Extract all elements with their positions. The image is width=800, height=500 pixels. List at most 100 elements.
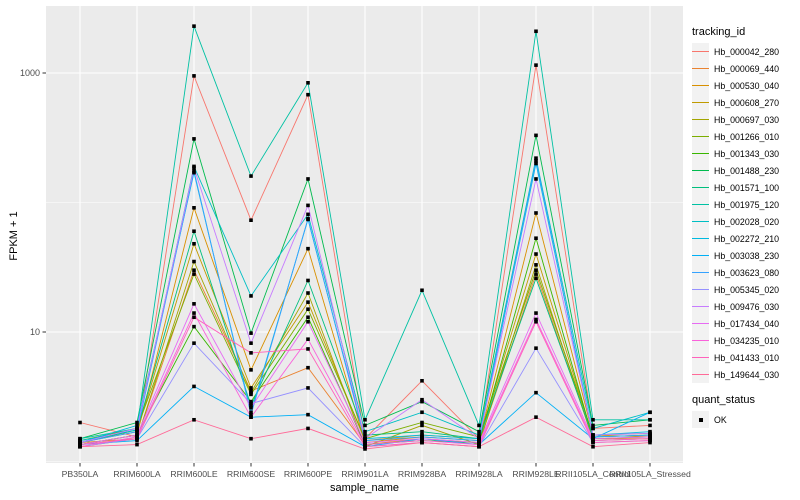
data-point xyxy=(249,218,253,222)
data-point xyxy=(306,92,310,97)
data-point xyxy=(363,433,367,437)
x-tick-label: RRIM600SE xyxy=(227,469,275,479)
data-point xyxy=(192,229,196,234)
legend-line-icon xyxy=(692,101,709,104)
legend-key-swatch xyxy=(692,349,709,366)
x-tick-label: PB350LA xyxy=(62,469,99,479)
data-point xyxy=(534,161,538,166)
data-point xyxy=(363,417,367,422)
data-point xyxy=(420,436,424,441)
data-point xyxy=(135,436,139,441)
legend-item: Hb_009476_030 xyxy=(692,298,779,315)
data-point xyxy=(420,397,424,402)
data-point xyxy=(534,415,538,419)
data-point xyxy=(534,63,538,67)
x-tick-label: RRIM600LA xyxy=(113,469,161,479)
data-point xyxy=(306,203,310,208)
y-tick-label: 1000 xyxy=(20,68,40,78)
legend-line-icon xyxy=(692,237,709,240)
data-point xyxy=(192,384,196,389)
data-point xyxy=(363,447,367,451)
quant-legend-item: OK xyxy=(692,411,779,428)
data-point xyxy=(192,24,196,28)
legend-item-label: Hb_001266_010 xyxy=(714,131,780,142)
data-point xyxy=(420,288,424,293)
data-point xyxy=(135,426,139,431)
data-point xyxy=(477,429,481,434)
legend-line-icon xyxy=(692,305,709,308)
data-point xyxy=(420,399,424,404)
data-point xyxy=(306,216,310,221)
data-point xyxy=(477,438,481,443)
x-tick-label: RRIM928LA xyxy=(455,469,503,479)
data-point xyxy=(306,177,310,181)
data-point xyxy=(534,236,538,241)
legend-line-icon xyxy=(692,169,709,172)
data-point xyxy=(591,440,595,445)
legend-key-swatch xyxy=(692,145,709,162)
data-point xyxy=(420,438,424,443)
data-point xyxy=(306,426,310,431)
legend-line-icon xyxy=(692,203,709,206)
data-point xyxy=(78,438,82,443)
x-tick-label: RRII105LA_Control xyxy=(555,469,630,479)
data-point xyxy=(249,331,253,335)
legend-item: Hb_034235_010 xyxy=(692,332,779,349)
legend-item-label: Hb_003038_230 xyxy=(714,250,780,261)
legend-line-icon xyxy=(692,135,709,138)
x-tick-label: RRIM928LE xyxy=(512,469,560,479)
data-point xyxy=(192,272,196,276)
legend-item: Hb_005345_020 xyxy=(692,281,779,298)
data-point xyxy=(78,436,82,441)
data-point xyxy=(534,268,538,273)
data-point xyxy=(591,436,595,441)
legend-title: tracking_id xyxy=(692,26,746,38)
legend-line-icon xyxy=(692,356,709,359)
x-tick-label: RRII105LA_Stressed xyxy=(609,469,691,479)
data-point xyxy=(135,423,139,428)
data-point xyxy=(420,410,424,415)
legend-items: Hb_000042_280 Hb_000069_440 Hb_000530_040 H… xyxy=(692,43,779,383)
legend-item: Hb_017434_040 xyxy=(692,315,779,332)
data-point xyxy=(135,438,139,443)
y-axis-title: FPKM + 1 xyxy=(8,211,20,261)
legend-line-icon xyxy=(692,186,709,189)
point-icon xyxy=(698,417,703,422)
legend-item: Hb_001343_030 xyxy=(692,145,779,162)
data-point xyxy=(192,315,196,320)
data-point xyxy=(534,317,538,322)
data-point xyxy=(306,300,310,304)
data-point xyxy=(477,433,481,437)
legend-line-icon xyxy=(692,254,709,257)
data-point xyxy=(135,435,139,439)
legend-line-icon xyxy=(692,152,709,155)
legend-item: Hb_001266_010 xyxy=(692,128,779,145)
legend-line-icon xyxy=(692,339,709,342)
data-point xyxy=(648,436,652,441)
data-point xyxy=(534,311,538,315)
x-tick-label: RRIM600PE xyxy=(284,469,332,479)
data-point xyxy=(249,386,253,390)
data-point xyxy=(534,156,538,160)
legend-item: Hb_001975_120 xyxy=(692,196,779,213)
legend-key-swatch xyxy=(692,77,709,94)
legend-item-label: Hb_002272_210 xyxy=(714,233,780,244)
data-point xyxy=(306,212,310,217)
data-point xyxy=(192,302,196,306)
legend-item-label: Hb_000608_270 xyxy=(714,97,780,108)
data-point xyxy=(477,444,481,449)
data-point xyxy=(534,133,538,138)
data-point xyxy=(192,241,196,246)
legend-line-icon xyxy=(692,373,709,376)
data-point xyxy=(249,341,253,345)
legend-item-label: Hb_003623_080 xyxy=(714,267,780,278)
data-point xyxy=(192,324,196,329)
legend-key-swatch xyxy=(692,179,709,196)
data-point xyxy=(363,440,367,445)
legend-item-label: Hb_001343_030 xyxy=(714,148,780,159)
data-point xyxy=(363,444,367,449)
data-point xyxy=(249,436,253,441)
legend-item-label: Hb_000697_030 xyxy=(714,114,780,125)
data-point xyxy=(591,423,595,428)
